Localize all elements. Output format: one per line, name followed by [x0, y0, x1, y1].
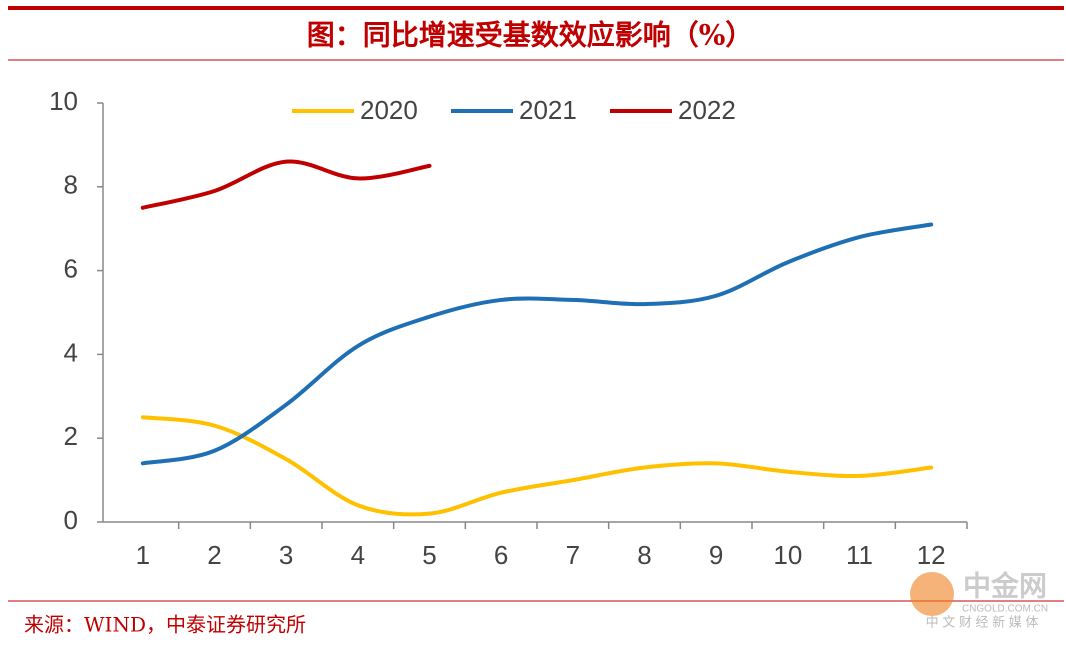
watermark-tagline: 中 文 财 经 新 媒 体: [926, 614, 1039, 629]
x-tick-label: 5: [422, 540, 436, 570]
x-tick-label: 6: [494, 540, 508, 570]
y-tick-label: 10: [49, 86, 78, 116]
y-tick-label: 2: [64, 421, 78, 451]
y-tick-label: 8: [64, 170, 78, 200]
series-line: [140, 159, 432, 210]
watermark-name: 中金网: [963, 569, 1047, 601]
x-tick-label: 4: [351, 540, 365, 570]
watermark-logo: [910, 572, 954, 616]
x-tick-label: 7: [566, 540, 580, 570]
x-tick-label: 2: [207, 540, 221, 570]
x-tick-label: 8: [637, 540, 651, 570]
x-tick-label: 1: [136, 540, 150, 570]
y-tick-label: 6: [64, 253, 78, 283]
watermark-site: CNGOLD.COM.CN: [962, 604, 1048, 615]
source: 来源：WIND，中泰证券研究所: [24, 613, 306, 637]
chart-title: 图：同比增速受基数效应影响（%）: [307, 19, 754, 52]
legend-label: 2020: [360, 95, 418, 125]
legend-label: 2022: [678, 95, 736, 125]
series-line: [140, 415, 934, 517]
y-tick-label: 0: [64, 505, 78, 535]
x-tick-label: 11: [846, 540, 873, 570]
x-tick-label: 10: [773, 540, 802, 570]
x-tick-label: 9: [709, 540, 723, 570]
legend-label: 2021: [519, 95, 577, 125]
y-tick-label: 4: [64, 337, 78, 367]
series-line: [140, 222, 934, 466]
x-tick-label: 3: [279, 540, 293, 570]
x-tick-label: 12: [917, 540, 946, 570]
